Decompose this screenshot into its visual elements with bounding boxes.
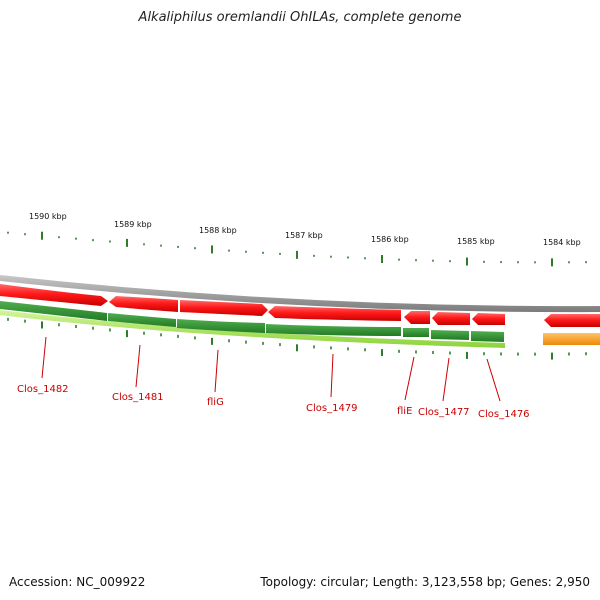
kbp-scale: 1590 kbp 1589 kbp 1588 kbp 1587 kbp 1586… xyxy=(29,212,581,247)
genome-summary-text: Topology: circular; Length: 3,123,558 bp… xyxy=(260,575,590,589)
cds-arrow-clos-1479 xyxy=(268,306,401,321)
kbp-label-1589: 1589 kbp xyxy=(114,220,152,229)
kbp-label-1585: 1585 kbp xyxy=(457,237,495,246)
kbp-label-1584: 1584 kbp xyxy=(543,238,581,247)
cds-arrow-clos-1476 xyxy=(472,313,505,325)
gene-label-flig: fliG xyxy=(207,397,224,408)
kbp-label-1590: 1590 kbp xyxy=(29,212,67,221)
green-segment xyxy=(431,330,469,340)
green-segment xyxy=(266,324,401,336)
gene-label-flie: fliE xyxy=(397,406,412,417)
callout-line xyxy=(486,358,501,402)
callout-line xyxy=(214,349,219,393)
callout-line xyxy=(442,357,450,402)
gene-label-clos-1479: Clos_1479 xyxy=(306,403,358,414)
green-segment xyxy=(471,331,504,342)
kbp-label-1586: 1586 kbp xyxy=(371,235,409,244)
genome-title: Alkaliphilus oremlandii OhILAs, complete… xyxy=(138,10,462,25)
orange-feature xyxy=(543,333,600,345)
cds-arrow-clos-1477 xyxy=(432,312,470,325)
cds-arrow-flie xyxy=(404,311,430,324)
gc-skew-track xyxy=(0,310,505,348)
cds-arrow-clos-1481 xyxy=(109,296,178,312)
green-segment xyxy=(0,301,107,321)
gene-label-clos-1476: Clos_1476 xyxy=(478,409,530,420)
tick-ring xyxy=(7,231,587,360)
callout-line xyxy=(330,353,334,398)
callout-line xyxy=(41,336,47,379)
gene-labels: Clos_1482 Clos_1481 fliG Clos_1479 fliE … xyxy=(17,384,530,420)
cds-arrow-right-edge xyxy=(544,314,600,327)
accession-text: Accession: NC_009922 xyxy=(9,575,146,589)
callout-line xyxy=(404,356,415,401)
gene-label-clos-1481: Clos_1481 xyxy=(112,392,164,403)
green-segment xyxy=(177,319,265,333)
cds-track xyxy=(0,284,600,327)
genome-backbone xyxy=(0,275,600,313)
gene-callouts xyxy=(41,336,501,402)
kbp-label-1588: 1588 kbp xyxy=(199,226,237,235)
callout-line xyxy=(135,344,141,388)
cds-arrow-clos-1482 xyxy=(0,284,108,306)
kbp-label-1587: 1587 kbp xyxy=(285,231,323,240)
cds-arrow-flig xyxy=(180,300,268,316)
gene-label-clos-1477: Clos_1477 xyxy=(418,407,470,418)
gene-label-clos-1482: Clos_1482 xyxy=(17,384,69,395)
green-segment xyxy=(403,328,429,337)
green-feature-track xyxy=(0,301,504,342)
green-segment xyxy=(108,313,176,327)
